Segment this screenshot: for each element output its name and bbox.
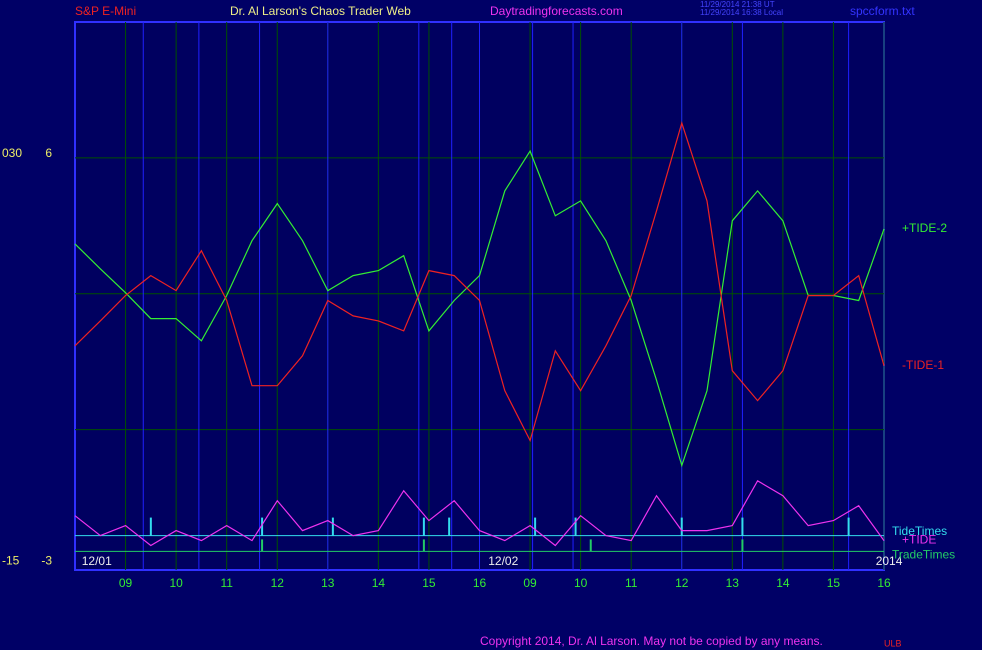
x-tick-label: 11: [220, 576, 233, 590]
x-tick-label: 11: [625, 576, 638, 590]
y2-tick-label: 030: [2, 146, 22, 160]
footer-mark: ULB: [884, 638, 902, 648]
x-tick-label: 13: [321, 576, 335, 590]
x-tick-label: 16: [473, 576, 487, 590]
series-line: [74, 149, 885, 468]
level-label: TideTimes: [892, 524, 947, 538]
x-tick-label: 12: [271, 576, 285, 590]
x-tick-label: 14: [776, 576, 790, 590]
site-url: Daytradingforecasts.com: [490, 4, 623, 18]
series-label: -TIDE-1: [902, 358, 944, 372]
instrument: S&P E-Mini: [75, 4, 136, 18]
x-tick-label: 09: [119, 576, 133, 590]
date-label: 12/01: [82, 554, 112, 568]
time-local: 11/29/2014 16:38 Local: [700, 8, 783, 17]
date-label: 2014: [876, 554, 903, 568]
x-tick-label: 13: [726, 576, 740, 590]
series-line: [74, 479, 885, 547]
y2-tick-label: -15: [2, 554, 20, 568]
site-title: Dr. Al Larson's Chaos Trader Web: [230, 4, 411, 18]
x-tick-label: 12: [675, 576, 689, 590]
date-label: 12/02: [488, 554, 518, 568]
x-tick-label: 15: [827, 576, 841, 590]
y-tick-label: 6: [45, 146, 52, 160]
copyright: Copyright 2014, Dr. Al Larson. May not b…: [480, 634, 823, 648]
x-tick-label: 16: [877, 576, 891, 590]
x-tick-label: 09: [523, 576, 537, 590]
series-label: +TIDE-2: [902, 221, 947, 235]
file-name: spccform.txt: [850, 4, 915, 18]
series-label: +TIDE: [902, 533, 936, 547]
x-tick-label: 10: [169, 576, 183, 590]
series-line: [74, 120, 885, 443]
y-tick-label: -3: [41, 554, 52, 568]
x-tick-label: 14: [372, 576, 386, 590]
level-label: TradeTimes: [892, 548, 955, 562]
x-tick-label: 10: [574, 576, 588, 590]
x-tick-label: 15: [422, 576, 436, 590]
time-ut: 11/29/2014 21:38 UT: [700, 0, 775, 9]
